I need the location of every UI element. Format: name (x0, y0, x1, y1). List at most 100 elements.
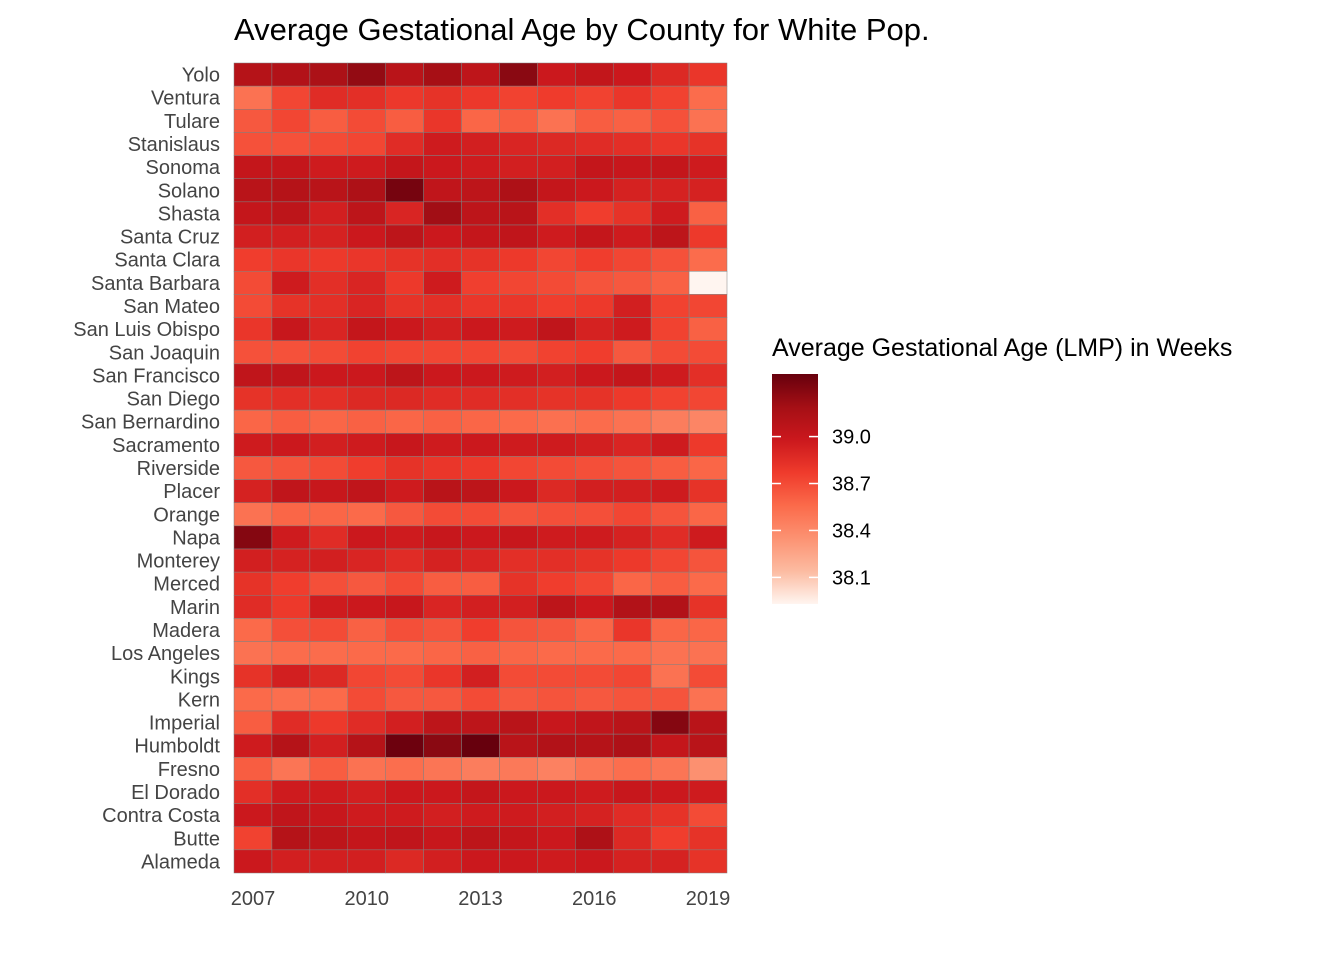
heatmap-cell (385, 502, 424, 527)
heatmap-cell (612, 109, 652, 133)
heatmap-cell (309, 733, 349, 758)
heatmap-cell (347, 618, 386, 642)
heatmap-cell (347, 571, 386, 596)
heatmap-cell (499, 340, 538, 365)
heatmap-cell (385, 664, 424, 689)
heatmap-cell (575, 757, 614, 781)
heatmap-cell (309, 386, 349, 411)
heatmap-cell (612, 271, 652, 295)
heatmap-cell (385, 571, 424, 596)
heatmap-cell (688, 109, 728, 133)
heatmap-cell (537, 849, 576, 874)
heatmap-cell (271, 409, 311, 434)
heatmap-cell (688, 409, 728, 434)
heatmap-cell (537, 386, 576, 411)
heatmap-cell (461, 224, 500, 249)
heatmap-cell (650, 733, 690, 758)
heatmap-cell (461, 733, 500, 758)
heatmap-cell (650, 409, 690, 434)
y-tick-label: Sonoma (146, 157, 221, 179)
heatmap-cell (271, 201, 311, 226)
heatmap-cell (461, 294, 500, 318)
y-tick-label: Alameda (141, 851, 221, 873)
heatmap-cell (233, 502, 273, 527)
heatmap-cell (575, 826, 614, 851)
heatmap-cell (233, 132, 273, 156)
heatmap-cell (347, 803, 386, 827)
heatmap-cell (499, 409, 538, 434)
heatmap-cell (575, 525, 614, 550)
heatmap-cell (385, 201, 424, 226)
heatmap-cell (347, 363, 386, 388)
y-tick-label: San Luis Obispo (73, 319, 220, 341)
heatmap-cell (612, 386, 652, 411)
heatmap-cell (650, 618, 690, 642)
heatmap-cell (233, 85, 273, 110)
heatmap-cell (309, 109, 349, 133)
heatmap-cell (309, 641, 349, 665)
heatmap-cell (499, 525, 538, 550)
heatmap-cell (575, 178, 614, 203)
heatmap-cells (233, 62, 728, 874)
heatmap-cell (650, 595, 690, 619)
heatmap-cell (271, 62, 311, 87)
heatmap-cell (575, 340, 614, 365)
heatmap-cell (688, 155, 728, 179)
heatmap-cell (688, 849, 728, 874)
heatmap-cell (575, 132, 614, 156)
color-legend: Average Gestational Age (LMP) in Weeks 3… (772, 334, 1232, 604)
heatmap-cell (347, 155, 386, 179)
heatmap-cell (650, 780, 690, 804)
heatmap-cell (423, 271, 462, 295)
x-tick-label: 2019 (686, 888, 731, 910)
heatmap-cell (650, 132, 690, 156)
heatmap-cell (347, 502, 386, 527)
y-tick-label: Riverside (137, 458, 220, 480)
heatmap-cell (385, 687, 424, 712)
heatmap-cell (537, 224, 576, 249)
heatmap-cell (423, 340, 462, 365)
heatmap-cell (423, 641, 462, 665)
heatmap-cell (537, 757, 576, 781)
heatmap-cell (575, 571, 614, 596)
heatmap-cell (612, 733, 652, 758)
y-tick-label: Yolo (182, 65, 220, 87)
heatmap-cell (499, 85, 538, 110)
heatmap-cell (347, 595, 386, 619)
heatmap-cell (537, 340, 576, 365)
heatmap-cell (575, 803, 614, 827)
heatmap-cell (347, 710, 386, 735)
heatmap-cell (575, 294, 614, 318)
heatmap-cell (233, 340, 273, 365)
heatmap-cell (499, 132, 538, 156)
heatmap-cell (309, 780, 349, 804)
heatmap-cell (423, 132, 462, 156)
heatmap-cell (309, 687, 349, 712)
heatmap-cell (347, 826, 386, 851)
heatmap-cell (347, 849, 386, 874)
heatmap-cell (537, 155, 576, 179)
heatmap-cell (575, 155, 614, 179)
heatmap-cell (385, 109, 424, 133)
heatmap-cell (347, 201, 386, 226)
y-tick-label: Humboldt (134, 736, 220, 758)
heatmap-cell (347, 62, 386, 87)
heatmap-cell (537, 525, 576, 550)
heatmap-cell (612, 618, 652, 642)
heatmap-cell (423, 710, 462, 735)
heatmap-cell (688, 733, 728, 758)
heatmap-cell (461, 85, 500, 110)
y-tick-label: Santa Cruz (120, 227, 220, 249)
heatmap-cell (385, 178, 424, 203)
heatmap-cell (271, 85, 311, 110)
heatmap-cell (271, 757, 311, 781)
heatmap-cell (461, 386, 500, 411)
heatmap-cell (688, 479, 728, 503)
heatmap-cell (612, 664, 652, 689)
heatmap-cell (537, 571, 576, 596)
heatmap-cell (233, 201, 273, 226)
y-tick-label: Sacramento (112, 435, 220, 457)
heatmap-cell (537, 317, 576, 341)
heatmap-cell (688, 178, 728, 203)
heatmap-cell (385, 317, 424, 341)
